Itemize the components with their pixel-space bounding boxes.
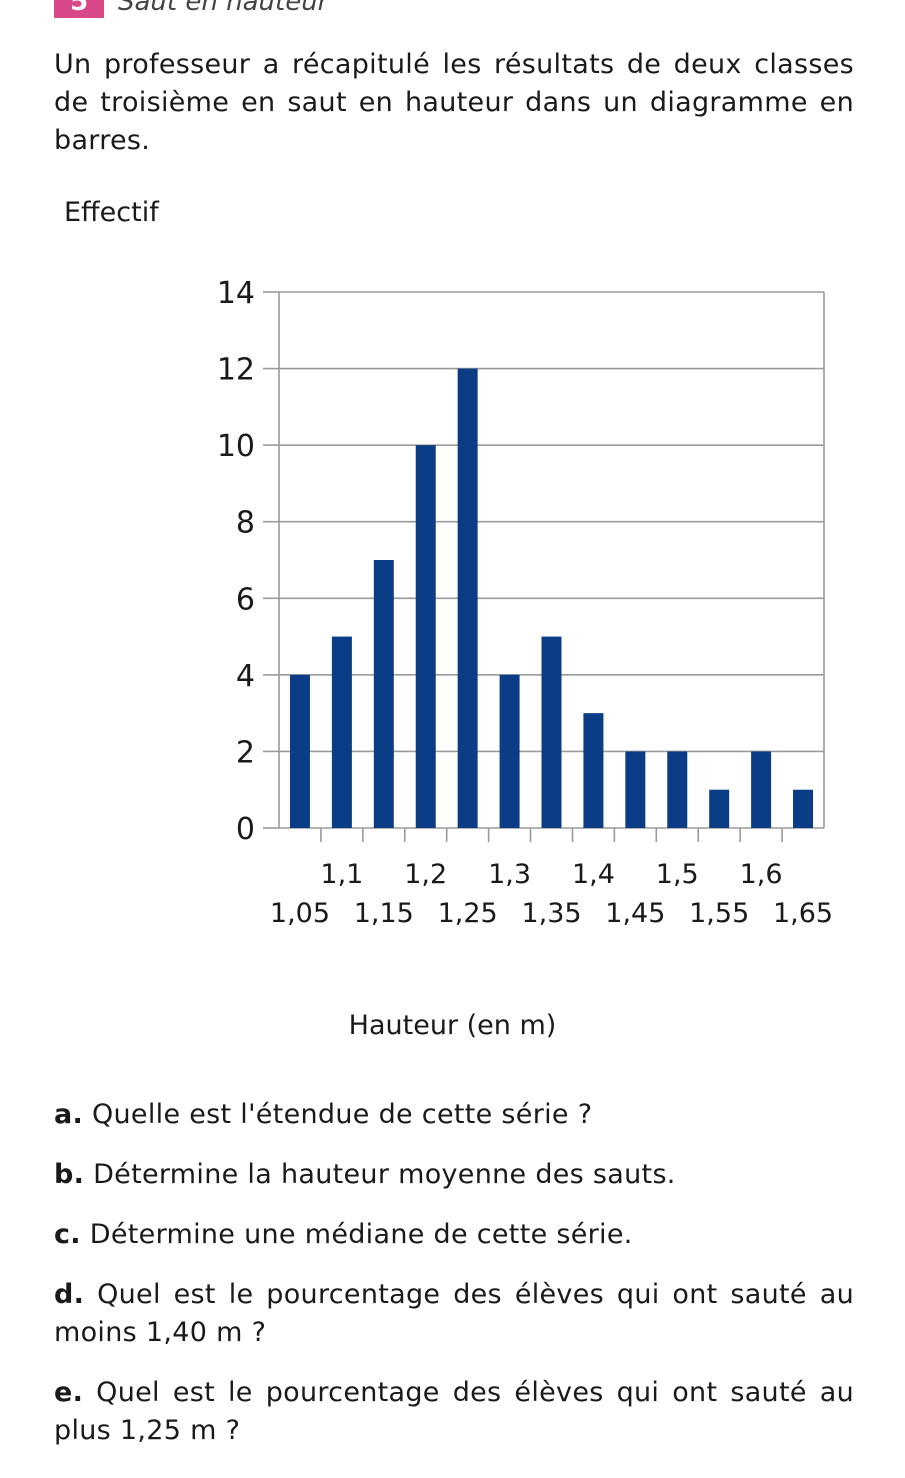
question-text: Quel est le pourcentage des élèves qui o… [54,1377,855,1446]
bar-1-4 [583,713,604,828]
questions-list: a. Quelle est l'étendue de cette série ?… [54,1096,854,1450]
bar-1-45 [625,751,646,828]
question-text: Quelle est l'étendue de cette série ? [91,1099,593,1130]
question-text: Quel est le pourcentage des élèves qui o… [54,1279,854,1348]
y-axis-label: Effectif [64,197,159,228]
question-letter: d. [54,1279,85,1310]
x-tick-label: 1,4 [572,859,615,890]
bar-1-05 [289,674,310,828]
bar-1-35 [541,636,562,828]
x-tick-label: 1,1 [320,859,363,890]
x-tick-label: 1,3 [488,859,531,890]
bar-1-3 [499,674,520,828]
bar-1-55 [709,789,730,828]
question-letter: a. [54,1099,84,1130]
bar-1-2 [415,445,436,828]
question-e: e. Quel est le pourcentage des élèves qu… [54,1374,854,1450]
bar-chart: 0 2 4 6 8 10 12 14 1,05 1,1 1,15 1,2 1,25 1,3 1,35 1,4… [217,276,833,929]
bar-1-1 [331,636,352,828]
bar-1-5 [667,751,688,828]
y-tick-label: 4 [236,659,255,694]
x-tick-labels: 1,05 1,1 1,15 1,2 1,25 1,3 1,35 1,4 1,45 1,5 1,55 1… [270,859,833,929]
y-tick-label: 12 [217,353,255,388]
question-text: Détermine une médiane de cette série. [89,1219,633,1250]
x-tick-label: 1,55 [689,898,749,929]
question-letter: b. [54,1159,85,1190]
x-tick-label: 1,15 [354,898,414,929]
bar-1-65 [793,789,814,828]
question-letter: c. [54,1219,81,1250]
x-tick-label: 1,5 [656,859,699,890]
x-tick-label: 1,05 [270,898,330,929]
question-d: d. Quel est le pourcentage des élèves qu… [54,1276,854,1352]
exercise-header: 5 Saut en hauteur [54,0,328,18]
x-tick-label: 1,2 [404,859,447,890]
exercise-number: 5 [54,0,104,18]
x-tick-label: 1,45 [605,898,665,929]
y-tick-label: 0 [236,812,255,847]
x-tick-label: 1,25 [438,898,498,929]
x-tick-label: 1,35 [521,898,581,929]
chart-bars [289,368,814,828]
y-tick-label: 6 [236,582,255,617]
bar-1-6 [751,751,772,828]
bar-1-25 [457,368,478,828]
y-tick-label: 14 [217,276,255,311]
intro-paragraph: Un professeur a récapitulé les résultats… [54,49,854,156]
y-tick-label: 10 [217,429,255,464]
y-tick-label: 2 [236,735,255,770]
y-tick-labels: 0 2 4 6 8 10 12 14 [217,276,255,847]
question-a: a. Quelle est l'étendue de cette série ? [54,1096,854,1134]
x-tick-label: 1,65 [773,898,833,929]
question-b: b. Détermine la hauteur moyenne des saut… [54,1156,854,1194]
x-tick-label: 1,6 [740,859,783,890]
x-axis-label: Hauteur (en m) [348,1010,557,1041]
exercise-title: Saut en hauteur [118,0,329,17]
y-tick-label: 8 [236,506,255,541]
question-letter: e. [54,1377,84,1408]
question-c: c. Détermine une médiane de cette série. [54,1216,854,1254]
question-text: Détermine la hauteur moyenne des sauts. [93,1159,676,1190]
bar-1-15 [373,560,394,828]
